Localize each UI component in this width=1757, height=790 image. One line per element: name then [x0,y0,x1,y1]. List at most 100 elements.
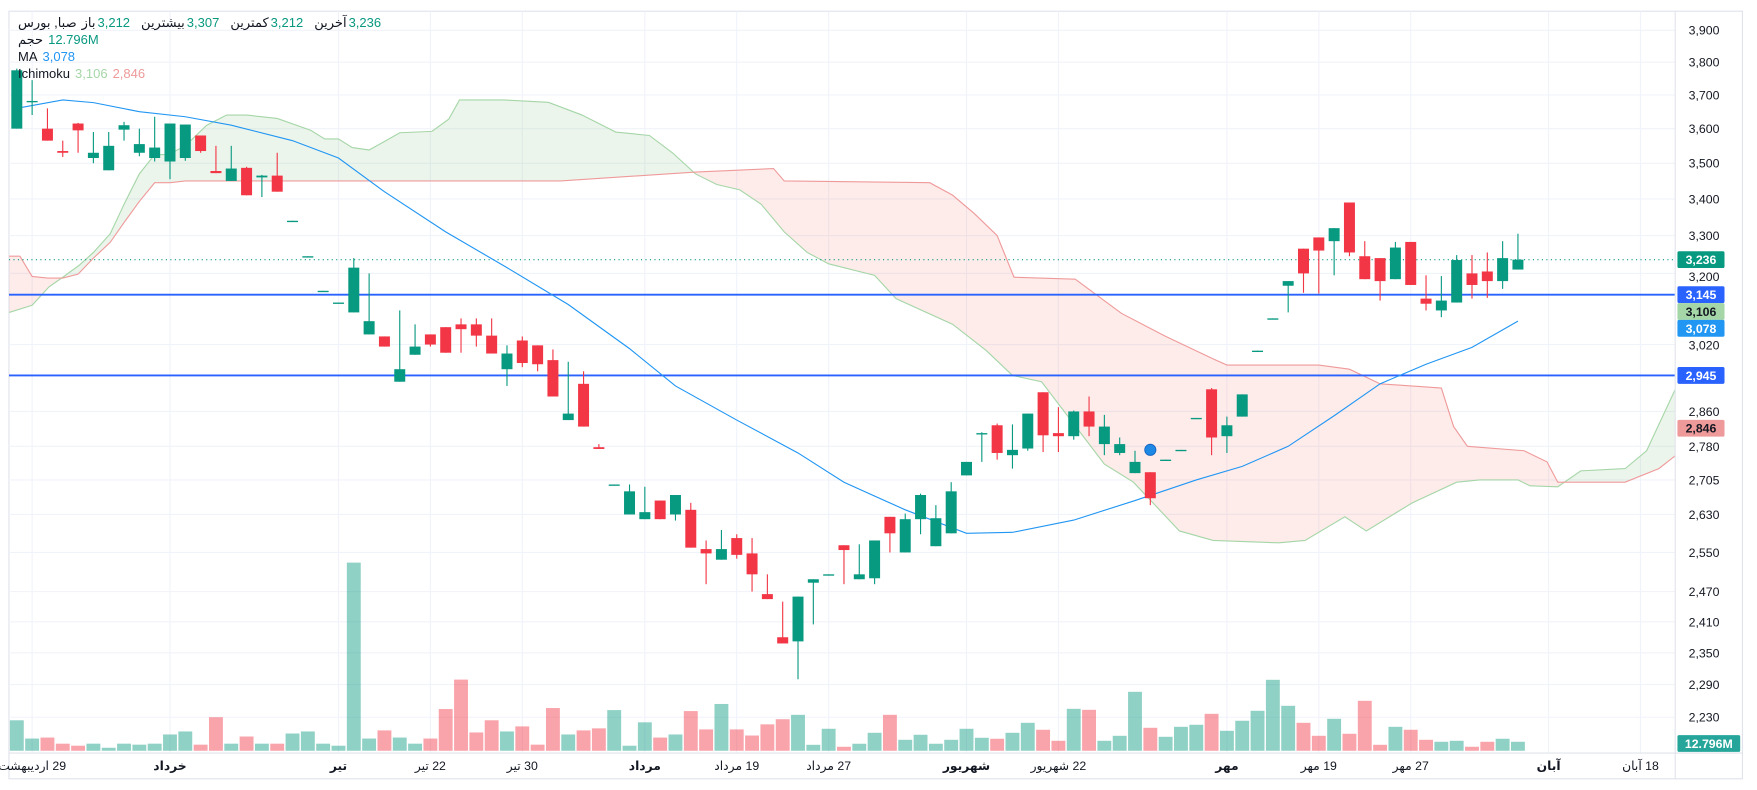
volume-bar [1020,722,1035,751]
candle-up [1236,394,1248,417]
candle-up [287,220,299,223]
open-label: باز [81,15,96,30]
price-tag: 3,236 [1677,251,1725,269]
volume-bar [576,730,591,751]
candle-body [440,327,452,353]
alert-marker-dot[interactable] [1144,443,1157,456]
candle-up [225,145,237,181]
price-tick-label: 3,900 [1689,24,1720,38]
candle-down [1037,392,1049,453]
date-tick-label: 27 مهر [1392,759,1429,774]
candle-body [1451,260,1463,303]
candle-up [669,495,681,521]
volume-bar [699,729,714,751]
volume-bar [928,743,943,751]
candle-body [700,549,712,554]
volume-bar [1296,722,1311,751]
volume-bar [71,745,86,751]
candle-body [271,175,283,192]
candle-body [225,168,237,181]
date-tick-label: 22 تیر [414,759,446,774]
candle-up [179,124,191,161]
date-tick-label: 19 مرداد [714,759,759,774]
volume-bar [1311,735,1326,751]
candle-body [1405,241,1417,285]
volume-bar [668,734,683,751]
price-tag: 2,945 [1677,367,1725,384]
candle-body [1435,300,1447,311]
price-tick-label: 2,230 [1689,711,1720,725]
volume-bar [1281,705,1296,751]
price-tick-label: 2,780 [1689,440,1720,454]
date-tick-label: 22 شهریور [1030,759,1087,774]
price-axis[interactable]: 3,900 3,800 3,700 3,600 3,500 3,400 3,300 3,200… [1689,24,1720,725]
candle-body [777,637,789,644]
ohlc-row: صبا, بورس باز 3,212 بیشترین 3,307 کمترین 3,… [18,14,387,31]
candle-up [1328,228,1340,276]
candle-up [118,121,130,141]
volume-bar [1357,700,1372,751]
volume-bar [469,732,484,751]
candle-down [1359,241,1371,280]
date-tick-label: خرداد [153,759,186,773]
volume-bar [408,743,423,751]
candle-body [1328,228,1340,242]
volume-bar [714,703,729,751]
date-tick-label: شهریور [942,759,990,773]
cloud-bearish [9,256,62,313]
candle-body [578,383,590,427]
time-axis[interactable]: 29 اردیبهشت خرداد تیر 22 تیر 30 تیر مرداد 19 م… [0,758,1659,774]
horizontal-lines[interactable] [8,259,1676,377]
candle-up [807,579,819,625]
price-tag: 2,846 [1677,419,1725,437]
candle-body [287,220,299,223]
volume-value: 12.796M [48,32,99,47]
candle-up [164,123,176,180]
candle-body [179,124,191,159]
symbol-name[interactable]: صبا, بورس [18,15,77,30]
low-label: کمترین [230,15,269,30]
candle-up [869,540,881,585]
candle-down [884,516,896,553]
candle-down [593,444,605,449]
candle-body [501,353,513,370]
volume-bar [208,717,223,751]
candle-body [915,495,927,520]
candle-body [1190,417,1202,420]
ichimoku-row[interactable]: Ichimoku 3,106 2,846 [18,65,387,82]
candle-down [1481,252,1493,298]
candle-up [11,68,23,129]
volume-bar [1419,739,1433,751]
volume-bar [1143,727,1158,751]
volume-row[interactable]: حجم 12.796M [18,31,387,48]
volume-bar [117,743,131,751]
candle-down [210,145,222,174]
price-tag-text: 3,106 [1686,305,1717,319]
candle-down [195,135,207,153]
candle-up [1282,281,1294,313]
volume-bar [1434,741,1449,751]
candle-up [1451,255,1463,303]
candle-down [1343,202,1355,257]
candle-body [654,500,666,520]
candle-body [470,324,482,336]
candle-body [869,540,881,579]
volume-bar [974,737,989,751]
ma-row[interactable]: MA 3,078 [18,48,387,65]
volume-bar [1327,718,1342,751]
price-tag-text: 3,078 [1686,322,1717,336]
date-tick-label: 19 مهر [1300,759,1337,774]
volume-bar [1265,679,1280,751]
candle-body [639,512,651,520]
price-tag-text: 3,236 [1686,253,1717,267]
volume-bar [101,747,116,751]
alert-marker[interactable] [1144,443,1157,456]
candle-body [455,324,467,330]
volume-bar [1189,724,1204,751]
volume-bar [1158,736,1173,751]
candle-down [1298,248,1309,293]
price-tag-bg [1677,303,1725,320]
candle-body [103,145,115,171]
volume-bar [760,724,775,751]
